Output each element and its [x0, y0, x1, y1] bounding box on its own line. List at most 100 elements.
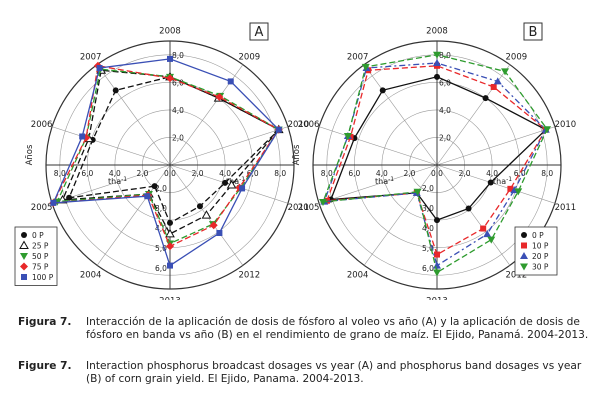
panel-a-series-3-point [209, 221, 218, 230]
panel-a-year-label: 2008 [159, 27, 181, 37]
panel-b-series-2-point [493, 77, 502, 85]
caption-es-label: Figura 7. [18, 316, 72, 328]
panel-b-series-3-point [413, 188, 422, 196]
figure-charts: 2004 2005 2006 2007 2008 2009 2010 2011 2012 2013… [14, 22, 577, 301]
panel-b-series-1-point [480, 225, 487, 232]
panel-a-year-label: 2004 [80, 271, 102, 281]
panel-b-year-label: 2009 [506, 52, 528, 62]
panel-a-series-1-point [226, 180, 237, 189]
panel-a-year-label: 2007 [80, 52, 102, 62]
panel-b-right-tick: 4,0 [486, 169, 498, 178]
panel-b-lower-tick: 2,0 [422, 184, 434, 193]
panel-b-label: B [529, 25, 538, 40]
panel-b-series-3-point [543, 126, 552, 134]
panel-a-legend-label-1: 25 P [32, 242, 49, 251]
caption-en: Figure 7. Interaction phosphorus broadca… [18, 360, 598, 386]
panel-a-series-4-point [216, 229, 223, 236]
panel-b-legend-marker-1 [521, 242, 527, 249]
panel-b-series-3-point [514, 188, 523, 196]
panel-b-spoke [363, 164, 438, 266]
panel-a-series-0-point [196, 203, 203, 210]
panel-b-year-label: 2013 [426, 297, 448, 301]
panel-b-series-3-point [487, 236, 496, 244]
panel-a-unit-sup-left: -1 [121, 176, 127, 183]
panel-a-right-tick: 8,0 [274, 169, 286, 178]
panel-a-upper-tick: 4,0 [172, 106, 184, 115]
panel-b-left-tick: 8,0 [321, 169, 333, 178]
panel-b-series-3-point [433, 51, 441, 59]
panel-a-legend-marker-4 [21, 274, 27, 280]
panel-b-upper-tick: 8,0 [439, 51, 451, 60]
panel-a-unit-label-left: tha-1 [108, 176, 127, 186]
panel-b-axis-label: Años [292, 144, 302, 165]
panel-b-legend-label-0: 0 P [532, 231, 544, 240]
panel-b-left-tick: 4,0 [376, 169, 388, 178]
panel-a-series-line-2 [56, 68, 280, 245]
panel-a-series-4-point [167, 55, 173, 62]
panel-b-left-tick: 2,0 [403, 169, 415, 178]
panel-b-spoke [436, 164, 511, 266]
panel-b-legend-marker-2 [520, 252, 528, 259]
panel-a-series-1-point [165, 228, 175, 238]
panel-b-spoke [363, 64, 438, 166]
panel-b-zero-tick: 0,0 [431, 169, 443, 178]
panel-a-spoke [96, 64, 171, 166]
panel-a-spoke [169, 126, 289, 166]
panel-a-series-line-0 [68, 76, 280, 224]
panel-b-spoke [318, 126, 438, 166]
panel-b-spoke [436, 126, 556, 166]
panel-a-series-1-point [201, 210, 212, 219]
panel-a-year-label: 2009 [239, 52, 261, 62]
panel-b-year-label: 2005 [298, 203, 320, 213]
panel-a-left-tick: 2,0 [136, 169, 148, 178]
panel-b-year-label: 2011 [555, 203, 577, 213]
panel-b-year-label: 2004 [347, 271, 369, 281]
panel-a-label: A [255, 25, 264, 40]
panel-b-series-1-point [323, 197, 330, 204]
panel-b-unit-sup-left: -1 [388, 176, 394, 183]
panel-b-series-1-point [507, 185, 514, 192]
panel-b-series-0-point [379, 87, 386, 94]
panel-b-label-box [523, 22, 543, 41]
panel-b-series-3-point [501, 68, 510, 76]
panel-b-series-0-point [482, 95, 489, 102]
panel-a-series-4-point [144, 193, 151, 200]
panel-a-upper-tick: 8,0 [172, 51, 184, 60]
panel-b-upper-tick: 4,0 [439, 106, 451, 115]
panel-a-series-4-point [96, 65, 103, 72]
panel-b-upper-tick: 6,0 [439, 78, 451, 87]
caption-es-text: Interacción de la aplicación de dosis de… [86, 316, 589, 342]
panel-a-series-4-point [239, 185, 246, 192]
panel-b-legend-label-1: 10 P [532, 242, 549, 251]
panel-a-year-label: 2010 [288, 120, 310, 130]
panel-b-unit-label: tha-1 [493, 176, 512, 186]
panel-a-series-4-point [275, 126, 282, 133]
panel-a-left-tick: 8,0 [54, 169, 66, 178]
panel-a-lower-tick: 2,0 [155, 184, 167, 193]
panel-a-series-3-point [166, 242, 174, 251]
panel-b-year-label: 2006 [298, 120, 320, 130]
panel-b-series-1-point [434, 251, 440, 258]
panel-b-upper-tick: 2,0 [439, 133, 451, 142]
panel-a-legend-label-2: 50 P [32, 252, 49, 261]
panel-b-unit-label-left: tha-1 [375, 176, 394, 186]
caption-en-text: Interaction phosphorus broadcast dosages… [86, 360, 582, 386]
panel-b-year-label: 2007 [347, 52, 369, 62]
panel-a-series-4-point [167, 262, 173, 269]
panel-a-series-4-point [50, 199, 57, 206]
panel-a-left-tick: 4,0 [109, 169, 121, 178]
panel-b-legend-marker-3 [520, 263, 528, 271]
panel-a-axis-label: Años [25, 144, 35, 165]
panel-b-series-line-0 [329, 76, 547, 221]
panel-a-legend-marker-1 [19, 240, 29, 249]
panel-b-series-0-point [434, 73, 440, 80]
panel-a-right-tick: 6,0 [247, 169, 259, 178]
panel-a-year-label: 2011 [288, 203, 310, 213]
panel-b-right-tick: 6,0 [514, 169, 526, 178]
panel-b-series-0-point [465, 205, 472, 212]
panel-a-lower-tick: 6,0 [155, 264, 167, 273]
panel-a-series-4-point [79, 133, 86, 140]
panel-a-legend-marker-3 [20, 262, 28, 271]
panel-a-spoke [169, 164, 289, 204]
panel-b-year-label: 2010 [555, 120, 577, 130]
